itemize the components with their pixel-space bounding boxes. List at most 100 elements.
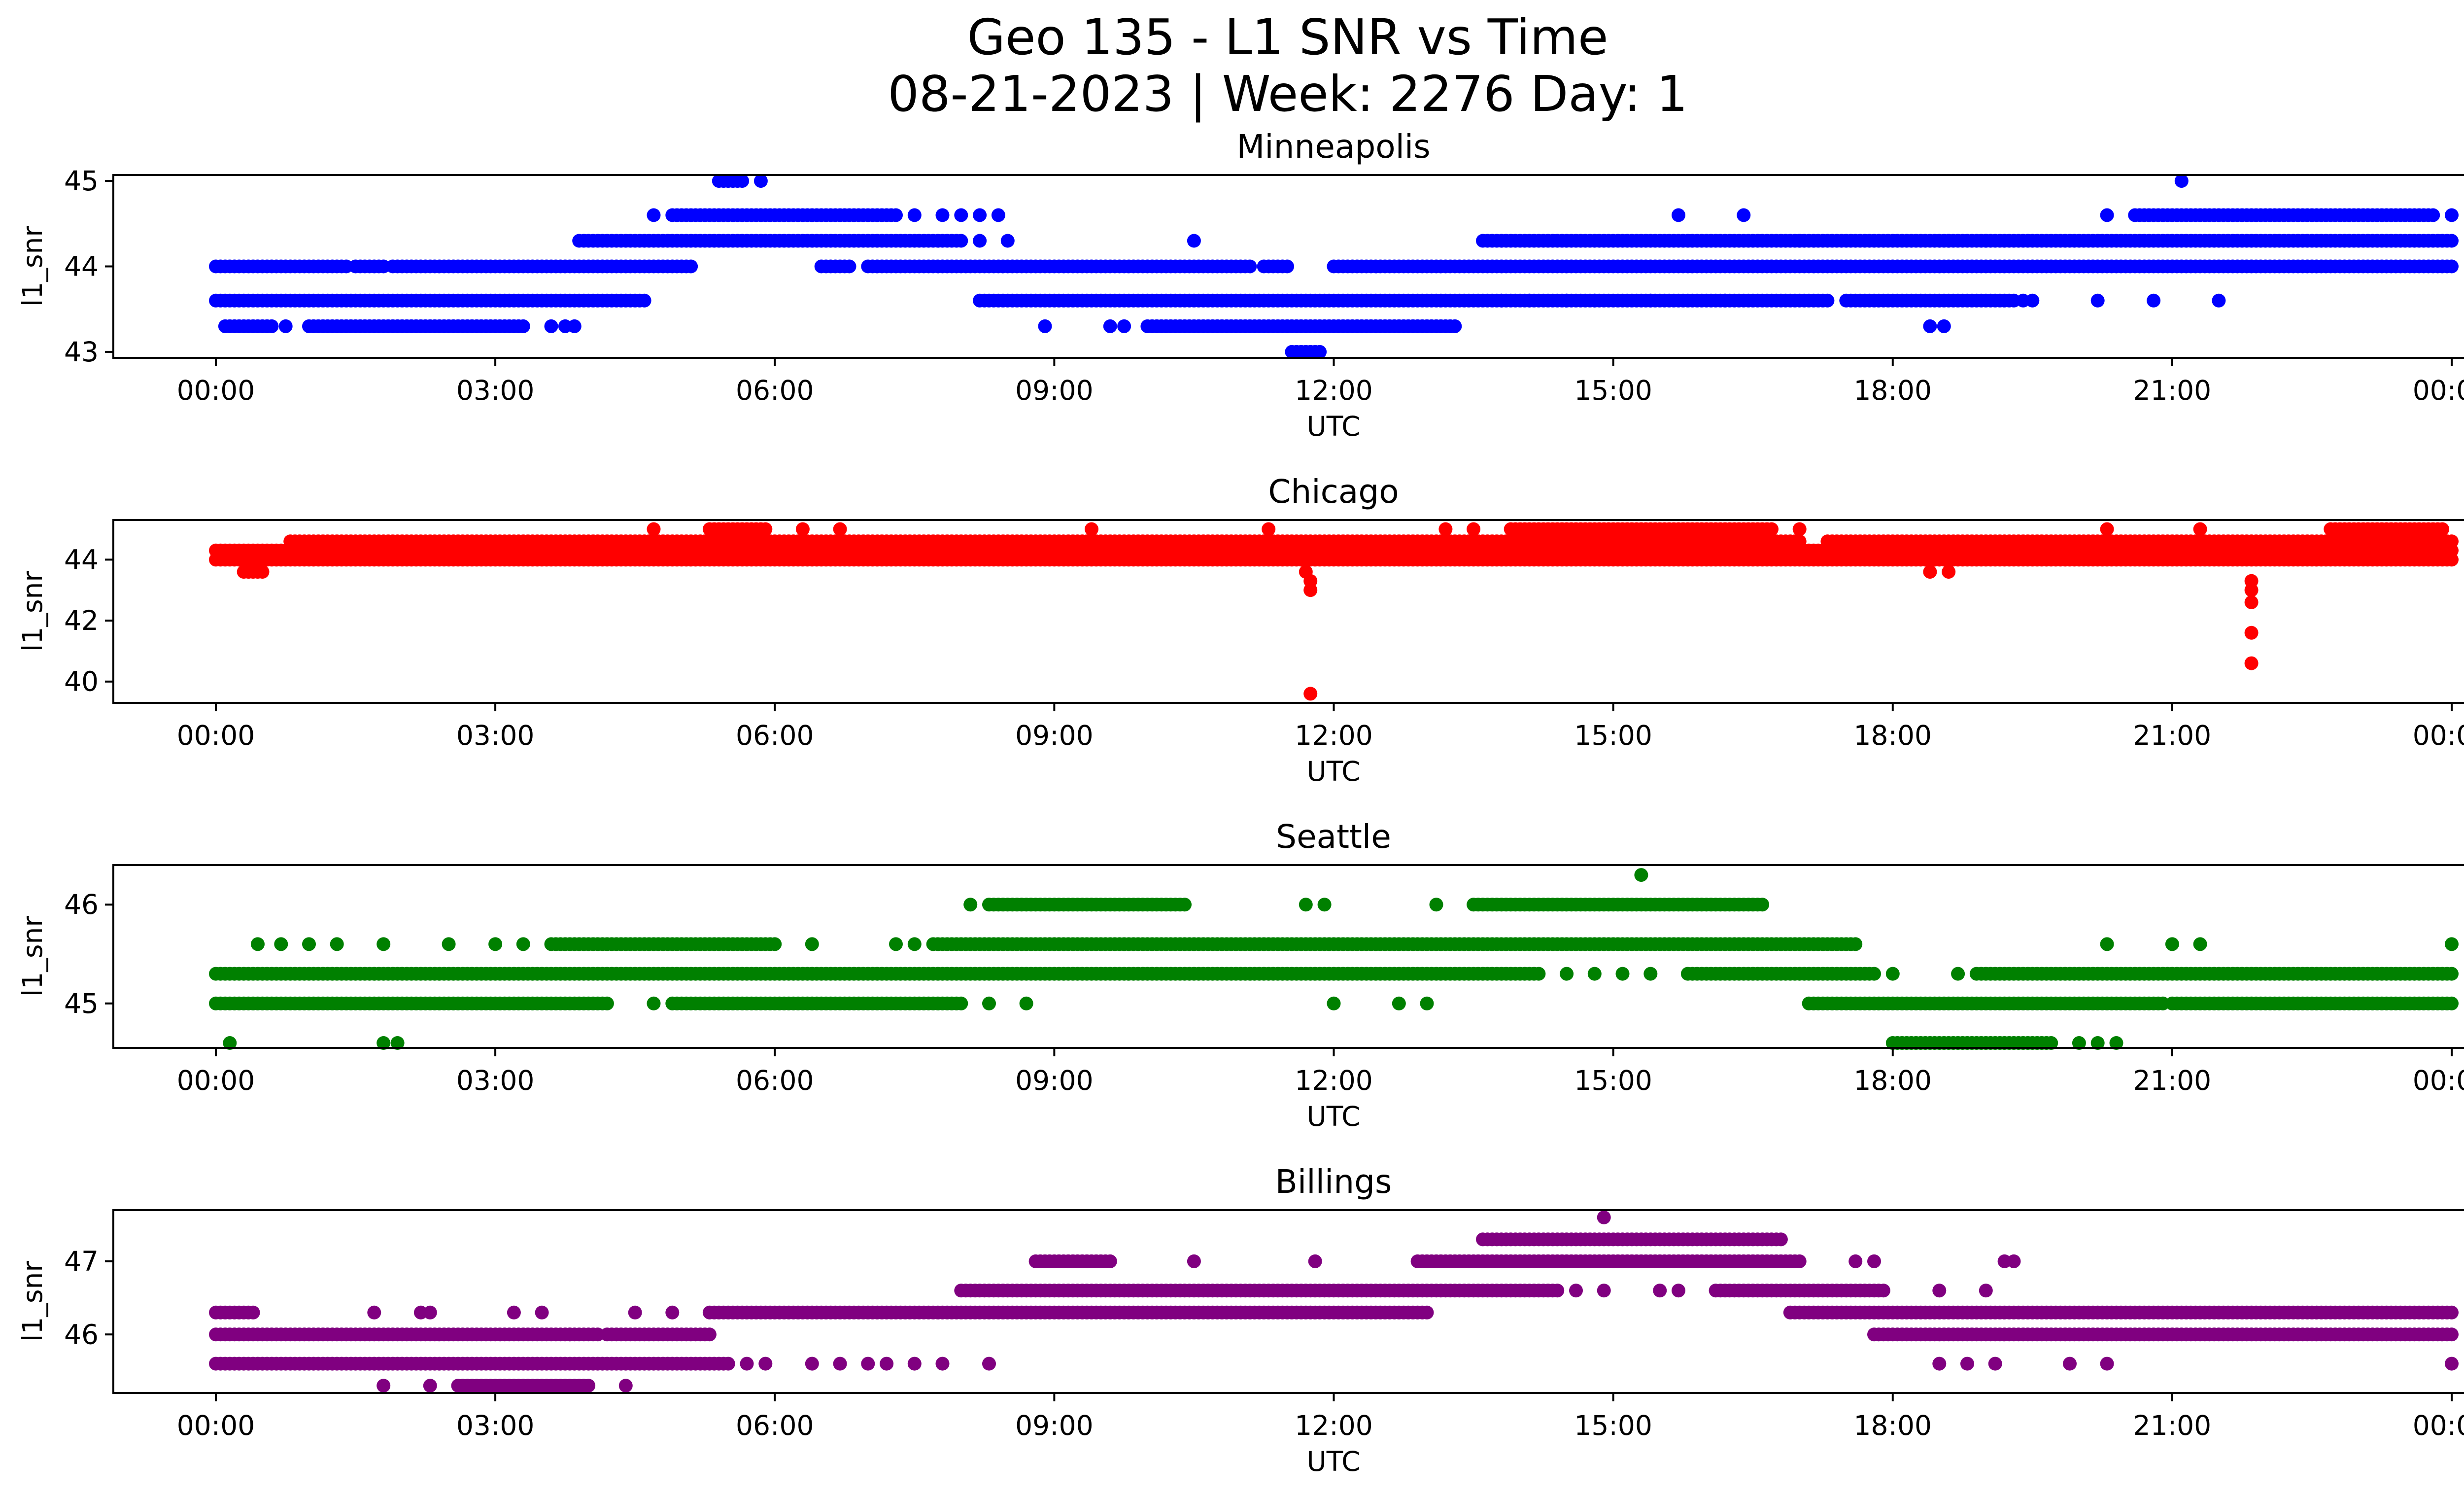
data-point [1560,967,1574,981]
data-point [1085,522,1098,536]
data-point [2244,583,2259,597]
data-point [2445,1327,2459,1342]
y-axis-label: l1_snr [17,916,48,997]
y-tick-label: 45 [64,165,99,197]
data-point [963,898,978,912]
data-point [2063,1356,2077,1371]
x-tick-label: 18:00 [1854,375,1932,406]
data-point [1718,293,1732,308]
x-tick-label: 00:00 [2413,720,2464,751]
data-point [1587,293,1602,308]
data-point [563,1327,577,1342]
data-point [1494,293,1508,308]
data-point [376,1379,391,1393]
figure-title-line-1: Geo 135 - L1 SNR vs Time [967,8,1608,66]
data-point [2244,595,2259,609]
axes-frame [112,864,2464,1049]
x-tick-label: 00:00 [177,1065,255,1096]
data-point [842,259,856,274]
data-point [2445,1356,2459,1371]
data-point [1178,898,1192,912]
data-point [1979,1284,1993,1298]
data-point [1792,234,1807,248]
data-point [535,1305,549,1320]
x-axis-label: UTC [1306,1101,1360,1132]
x-tick-label: 12:00 [1295,720,1373,751]
data-point [907,1356,922,1371]
data-point [795,522,810,536]
x-tick-label: 03:00 [456,720,535,751]
x-tick-label: 00:00 [2413,1065,2464,1096]
data-point [1392,996,1406,1010]
data-point [1117,319,1131,333]
data-point [2100,522,2114,536]
data-point [1303,687,1318,701]
data-point [861,1356,875,1371]
data-point [1038,319,1052,333]
data-point [735,174,750,188]
data-point [1979,234,1993,248]
x-tick-label: 21:00 [2133,375,2212,406]
data-point [488,937,503,951]
x-tick-label: 06:00 [736,1065,814,1096]
data-point [1876,1284,1890,1298]
data-point [265,319,279,333]
data-point [2090,293,2105,308]
data-point [665,1305,680,1320]
data-point [907,937,922,951]
data-point [1243,259,1257,274]
data-point [367,1305,381,1320]
x-axis-ticks: 00:00 03:00 06:00 09:00 12:00 15:00 18:00 21:00… [177,358,2464,406]
data-point [1988,1356,2002,1371]
data-point [1597,1284,1611,1298]
data-point [246,1305,260,1320]
subplot-title: Minneapolis [1236,128,1430,166]
data-point [1937,319,1951,333]
x-tick-label: 09:00 [1015,375,1094,406]
data-point [1820,293,1835,308]
figure-title-line-2: 08-21-2023 | Week: 2276 Day: 1 [888,65,1687,123]
data-point [954,996,968,1010]
data-point [1550,1284,1565,1298]
data-point [1280,259,1294,274]
data-point [907,208,922,222]
data-point [1755,898,1770,912]
data-point [954,208,968,222]
data-point [516,937,530,951]
data-point [1587,967,1602,981]
data-point [935,208,950,222]
data-point [1951,967,1965,981]
data-point [1438,522,1453,536]
data-point [2445,996,2459,1010]
data-point [1522,293,1537,308]
data-point [1867,967,1881,981]
x-tick-label: 03:00 [456,375,535,406]
data-point [2244,626,2259,640]
data-point [302,937,316,951]
data-point [376,937,391,951]
data-point [1560,293,1574,308]
data-point [1765,522,1779,536]
data-point [2147,293,2161,308]
data-point [1643,293,1658,308]
data-point [423,1305,437,1320]
x-tick-label: 21:00 [2133,1065,2212,1096]
data-point [1303,583,1318,597]
x-tick-label: 15:00 [1574,375,1652,406]
data-point [1672,208,1685,222]
data-point [2193,522,2207,536]
data-point [442,937,456,951]
data-point [1420,996,1434,1010]
data-point [991,208,1005,222]
data-point [2100,208,2114,222]
data-point [1103,319,1117,333]
data-point [1532,967,1546,981]
data-point [753,174,768,188]
data-point [758,1356,773,1371]
data-point [600,996,614,1010]
data-point [1885,967,1900,981]
data-point [647,996,661,1010]
